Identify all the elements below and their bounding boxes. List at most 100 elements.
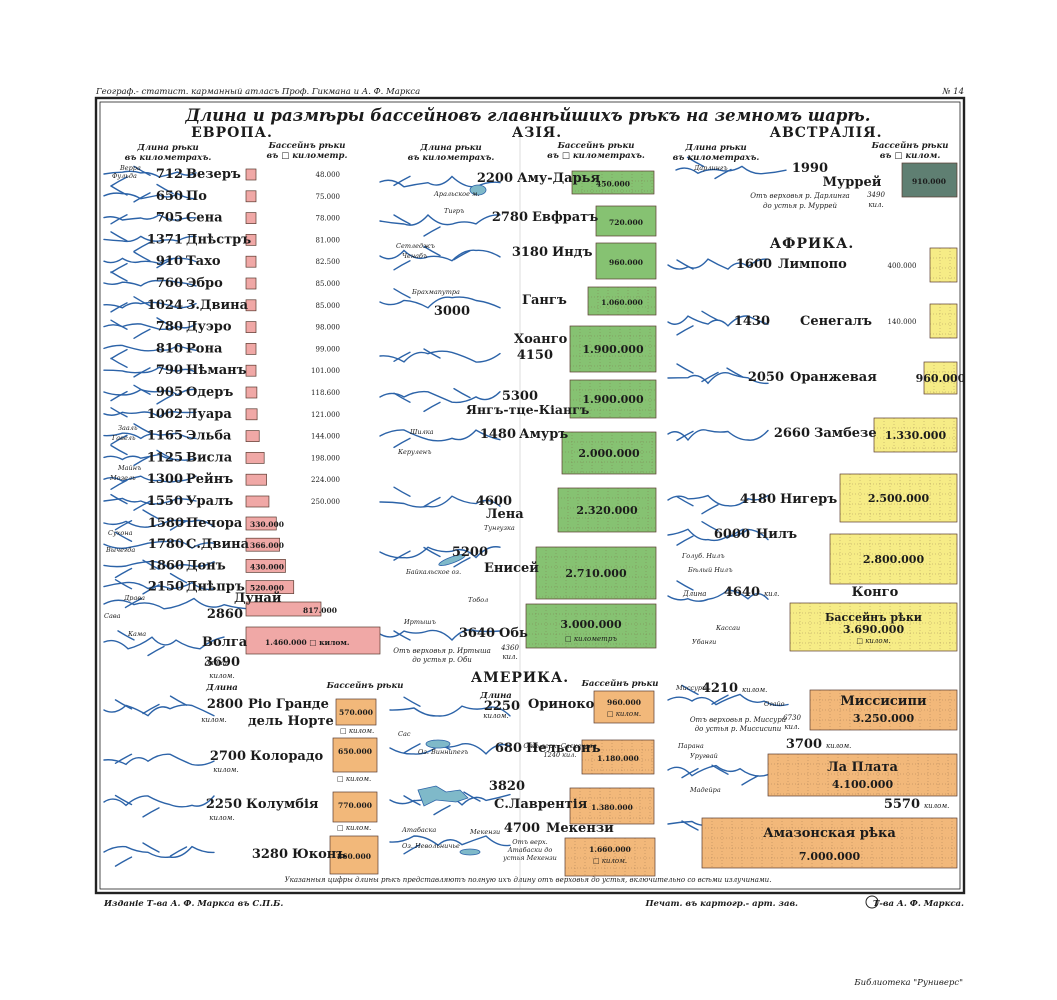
america-river-2: [103, 795, 215, 808]
europe-river-4-tributary: [133, 251, 151, 262]
imperial-eagle-emblem: [865, 895, 879, 909]
europe-name-1: По: [186, 189, 207, 204]
asia-river-7-tributary: [393, 486, 411, 497]
asia-length-5: 5300: [502, 389, 538, 404]
europe-length-4: 910: [156, 254, 183, 269]
europe-basin-13: 198.000: [311, 454, 340, 462]
asia-basin-bar-4: [569, 325, 657, 373]
europe-river-3-tributary: [133, 241, 151, 253]
great-lakes: [417, 785, 469, 807]
aral-sea: [469, 184, 487, 196]
america-river-0-tributary: [114, 699, 133, 710]
australia-river-murray-tributary: [686, 156, 705, 168]
asia-river-9-tributary: [393, 630, 411, 641]
america-basin-bar-7: [564, 837, 656, 877]
africa-tributary-label-1: Бѣлый Нилъ: [687, 566, 733, 574]
europe-basin-6: 85.000: [316, 302, 341, 310]
winnipeg-lake: [425, 739, 451, 749]
footer-note: Указанныя цифры длины рѣкъ представляютъ…: [285, 876, 772, 884]
asia-name-7: Лена: [486, 507, 524, 522]
europe-tributary-label-1: Фульда: [112, 172, 137, 180]
asia-basin-bar-9: [525, 603, 657, 649]
europe-river-6: [103, 301, 197, 309]
asia-basin-2: 960.000: [609, 258, 643, 267]
america-tributary-label-4: Огайо: [764, 700, 785, 708]
europe-river-9-tributary: [133, 367, 151, 378]
europe-length-19: 2150: [148, 580, 184, 595]
asia-basin-9: 3.000.000: [560, 618, 622, 631]
header-atlas-title: Географ.- статист. карманный атласъ Проф…: [95, 87, 420, 97]
europe-river-10-tributary: [110, 390, 128, 402]
asia-river-8: [379, 546, 501, 559]
america-river-3-tributary: [114, 856, 133, 867]
asia-basin-bar-5: [569, 379, 657, 419]
america-basin-bar-4: [593, 690, 655, 724]
europe-river-17: [103, 540, 215, 549]
africa-basin-0: 400.000: [888, 262, 917, 270]
europe-length-12: 1165: [147, 429, 183, 444]
europe-name-16: Печора: [186, 516, 243, 531]
america-basin-unit-2: □ килом.: [337, 824, 371, 832]
asia-name-9: Обь: [499, 626, 528, 641]
europe-river-7-tributary: [133, 328, 151, 339]
europe-basin-11: 121.000: [311, 411, 340, 419]
america-basin-unit-0: □ килом.: [340, 727, 374, 735]
europe-basin-19: 520.000: [250, 584, 284, 593]
europe-river-19-tributary: [142, 584, 160, 595]
europe-basin-15: 250.000: [311, 498, 340, 506]
europe-name-12: Эльба: [186, 429, 232, 444]
europe-name-4: Тахо: [186, 254, 221, 269]
america-basin-bar-0: [335, 698, 377, 726]
america-basin-header: Бассейнъ рѣки: [326, 680, 404, 691]
europe-length-20: 2860: [207, 607, 243, 622]
america-basin-5: 1.180.000: [597, 754, 639, 763]
volga-length-prefix: длина: [205, 659, 227, 667]
africa-heading: АФРИКА.: [770, 236, 854, 252]
asia-length-4: 4150: [517, 348, 553, 363]
europe-name-0: Везеръ: [186, 167, 241, 182]
australia-length-header: Длина рѣки въ километрахъ.: [673, 143, 760, 163]
inner-frame: [99, 101, 961, 890]
america-river-6-tributary: [433, 804, 451, 816]
america-name-10: Амазонская рѣка: [763, 826, 896, 841]
europe-river-15-tributary: [133, 500, 151, 511]
africa-river-5-tributary: [701, 521, 719, 532]
murray-note-value: 3490 кил.: [867, 191, 885, 209]
america-basin-6: 1.380.000: [591, 803, 633, 812]
america-river-5-tributary: [403, 743, 421, 754]
africa-river-6-tributary: [676, 580, 694, 591]
america-river-5: [389, 743, 511, 755]
america-basin-bar-10: [701, 817, 958, 869]
europe-basin-bar-0: [245, 168, 257, 181]
africa-river-2-tributary: [726, 367, 744, 378]
america-river-8-tributary: [681, 684, 699, 696]
europe-name-11: Луара: [186, 407, 232, 422]
asia-basin-bar-1: [595, 205, 657, 237]
america-length-3: 3280: [252, 847, 288, 862]
asia-basin-bar-7: [557, 487, 657, 533]
america-tributary-label-9: Мекензи: [469, 828, 500, 836]
america-basin-10: 7.000.000: [799, 850, 861, 863]
europe-name-5: Эбро: [186, 276, 223, 291]
australia-basin-0: 910.000: [912, 177, 946, 186]
europe-name-14: Рейнъ: [186, 472, 233, 487]
africa-name-6: Конго: [852, 585, 899, 600]
asia-name-6: Амуръ: [519, 427, 568, 442]
africa-river-0-tributary: [676, 259, 694, 270]
africa-basin-1: 140.000: [888, 318, 917, 326]
europe-basin-header: Бассейнъ рѣки въ □ километр.: [267, 140, 348, 161]
africa-river-1-tributary: [701, 310, 719, 321]
america-tributary-label-7: Мадейра: [689, 786, 721, 794]
europe-basin-16: 330.000: [250, 520, 284, 529]
asia-river-5-tributary: [453, 387, 471, 399]
america-basin-4: 960.000: [607, 698, 641, 707]
europe-river-5-tributary: [110, 271, 128, 282]
europe-basin-bar-20: [245, 601, 322, 617]
mackenzie-note: Отъ верх. Атабаски до устья Мекензи: [502, 838, 557, 862]
asia-length-9: 3640: [459, 626, 495, 641]
europe-river-19: [103, 581, 215, 591]
america-basin-bar-3: [329, 835, 379, 875]
america-unit-9: килом.: [826, 742, 851, 750]
asia-river-2-tributary: [393, 260, 411, 271]
europe-river-16: [103, 519, 215, 528]
